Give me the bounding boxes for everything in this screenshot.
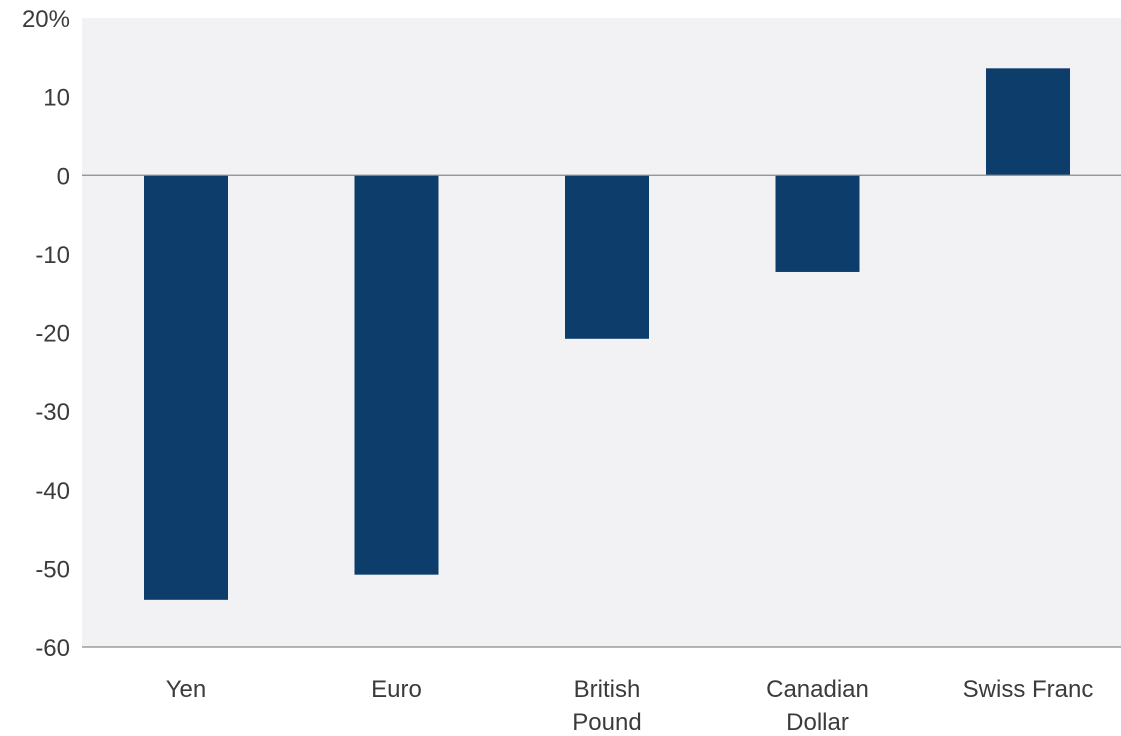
y-tick-label: -10 xyxy=(35,242,70,269)
y-tick-labels: 20% 10 0 -10 -20 -30 -40 -50 -60 xyxy=(22,6,70,662)
y-tick-label: -40 xyxy=(35,478,70,505)
bar-yen xyxy=(144,175,228,600)
bar-british-pound xyxy=(565,175,649,339)
y-tick-label: 0 xyxy=(57,163,70,190)
bar-canadian-dollar xyxy=(775,175,860,272)
bar-euro xyxy=(354,175,439,575)
category-label: Euro xyxy=(371,676,422,703)
bar-swiss-franc xyxy=(986,68,1070,176)
y-tick-label: -30 xyxy=(35,399,70,426)
category-label: Canadian Dollar xyxy=(766,676,869,736)
y-tick-label: 10 xyxy=(43,85,70,112)
y-tick-label: -20 xyxy=(35,321,70,348)
category-label: Yen xyxy=(166,676,207,703)
category-label: British Pound xyxy=(572,676,641,736)
x-category-labels: Yen Euro British Pound Canadian Dollar Swiss F… xyxy=(166,676,1094,736)
y-tick-label: -50 xyxy=(35,556,70,583)
bars-group xyxy=(144,68,1070,600)
y-tick-label: -60 xyxy=(35,635,70,662)
category-label: Swiss Franc xyxy=(963,676,1094,703)
y-tick-label: 20% xyxy=(22,6,70,33)
